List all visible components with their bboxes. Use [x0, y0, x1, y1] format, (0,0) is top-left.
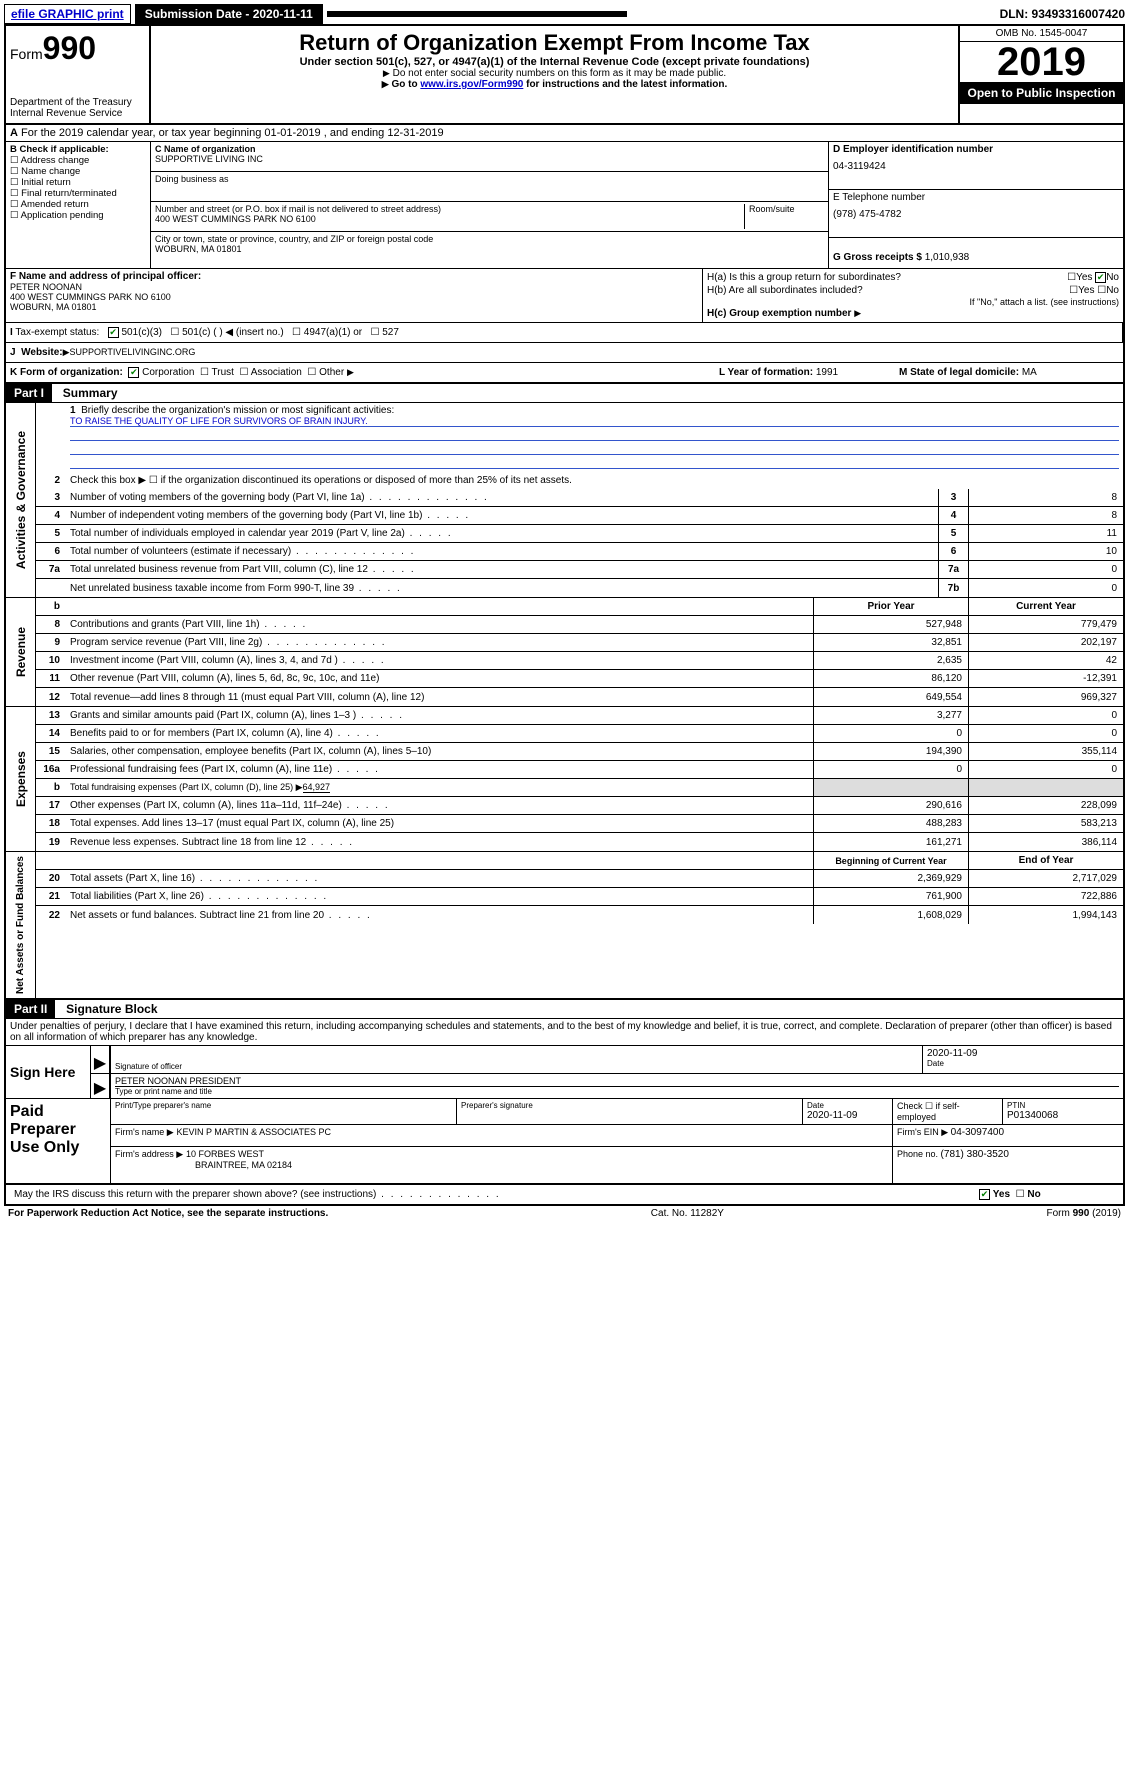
officer-name: PETER NOONAN PRESIDENT Type or print nam… [111, 1074, 1123, 1098]
preparer-name-hdr: Print/Type preparer's name [111, 1099, 457, 1124]
penalties-text: Under penalties of perjury, I declare th… [6, 1019, 1123, 1046]
irs-link[interactable]: www.irs.gov/Form990 [420, 79, 523, 90]
line21: Total liabilities (Part X, line 26) [66, 889, 813, 904]
form-id-box: Form990 Department of the Treasury Inter… [6, 26, 151, 123]
vert-revenue: Revenue [12, 623, 30, 681]
line6: Total number of volunteers (estimate if … [66, 544, 938, 559]
line13: Grants and similar amounts paid (Part IX… [66, 708, 813, 723]
line18: Total expenses. Add lines 13–17 (must eq… [66, 816, 813, 831]
mission-text: TO RAISE THE QUALITY OF LIFE FOR SURVIVO… [70, 416, 1119, 427]
discuss-text: May the IRS discuss this return with the… [10, 1187, 979, 1202]
line14: Benefits paid to or for members (Part IX… [66, 726, 813, 741]
efile-link[interactable]: efile GRAPHIC print [4, 4, 131, 24]
dln-text: DLN: 93493316007420 [1000, 7, 1125, 21]
submission-date-button[interactable]: Submission Date - 2020-11-11 [135, 4, 323, 24]
preparer-date: Date2020-11-09 [803, 1099, 893, 1124]
line9: Program service revenue (Part VIII, line… [66, 635, 813, 650]
ptin: PTINP01340068 [1003, 1099, 1123, 1124]
line11: Other revenue (Part VIII, column (A), li… [66, 671, 813, 686]
section-f: F Name and address of principal officer:… [6, 269, 703, 322]
line15: Salaries, other compensation, employee b… [66, 744, 813, 759]
line22: Net assets or fund balances. Subtract li… [66, 908, 813, 923]
section-d: D Employer identification number 04-3119… [828, 142, 1123, 268]
line4: Number of independent voting members of … [66, 508, 938, 523]
line16b: Total fundraising expenses (Part IX, col… [66, 780, 813, 795]
cat-no: Cat. No. 11282Y [651, 1208, 724, 1219]
line1-label: Briefly describe the organization's miss… [81, 405, 394, 416]
eoy-hdr: End of Year [968, 852, 1123, 869]
form-org-row: K Form of organization: Corporation ☐ Tr… [6, 363, 1123, 384]
line3: Number of voting members of the governin… [66, 490, 938, 505]
line16a: Professional fundraising fees (Part IX, … [66, 762, 813, 777]
section-b: B Check if applicable: ☐ Address change … [6, 142, 151, 268]
section-h: H(a) Is this a group return for subordin… [703, 269, 1123, 322]
year-box: OMB No. 1545-0047 2019 Open to Public In… [958, 26, 1123, 123]
tax-exempt-row: I Tax-exempt status: 501(c)(3) ☐ 501(c) … [6, 323, 1123, 342]
form-title-box: Return of Organization Exempt From Incom… [151, 26, 958, 123]
signature-field[interactable]: Signature of officer [111, 1046, 923, 1073]
line19: Revenue less expenses. Subtract line 18 … [66, 835, 813, 850]
sign-here-label: Sign Here [6, 1046, 91, 1098]
line5: Total number of individuals employed in … [66, 526, 938, 541]
part2-header: Part II [6, 1000, 55, 1018]
line12: Total revenue—add lines 8 through 11 (mu… [66, 690, 813, 705]
sign-date: 2020-11-09 Date [923, 1046, 1123, 1073]
vert-netassets: Net Assets or Fund Balances [13, 852, 28, 998]
current-year-hdr: Current Year [968, 598, 1123, 615]
paid-preparer-label: Paid Preparer Use Only [6, 1099, 111, 1183]
line7b: Net unrelated business taxable income fr… [66, 581, 938, 596]
line8: Contributions and grants (Part VIII, lin… [66, 617, 813, 632]
website-row: J Website: SUPPORTIVELIVINGINC.ORG [6, 343, 1123, 363]
line2: Check this box ▶ ☐ if the organization d… [66, 473, 1123, 488]
part1-header: Part I [6, 384, 52, 402]
self-employed-check[interactable]: Check ☐ if self-employed [893, 1099, 1003, 1124]
form-footer: Form 990 (2019) [1047, 1208, 1121, 1219]
line7a: Total unrelated business revenue from Pa… [66, 562, 938, 577]
vert-expenses: Expenses [12, 747, 30, 811]
firm-ein: Firm's EIN ▶ 04-3097400 [893, 1125, 1123, 1146]
pra-notice: For Paperwork Reduction Act Notice, see … [8, 1208, 328, 1219]
section-c: C Name of organization SUPPORTIVE LIVING… [151, 142, 828, 268]
firm-name: Firm's name ▶ KEVIN P MARTIN & ASSOCIATE… [111, 1125, 893, 1146]
firm-phone: Phone no. (781) 380-3520 [893, 1147, 1123, 1183]
line17: Other expenses (Part IX, column (A), lin… [66, 798, 813, 813]
line10: Investment income (Part VIII, column (A)… [66, 653, 813, 668]
firm-address: Firm's address ▶ 10 FORBES WEST BRAINTRE… [111, 1147, 893, 1183]
period-text: For the 2019 calendar year, or tax year … [21, 127, 444, 139]
blank-button [327, 11, 627, 17]
vert-governance: Activities & Governance [12, 427, 30, 573]
line20: Total assets (Part X, line 16) [66, 871, 813, 886]
prior-year-hdr: Prior Year [813, 598, 968, 615]
preparer-sig-hdr: Preparer's signature [457, 1099, 803, 1124]
boy-hdr: Beginning of Current Year [813, 852, 968, 869]
